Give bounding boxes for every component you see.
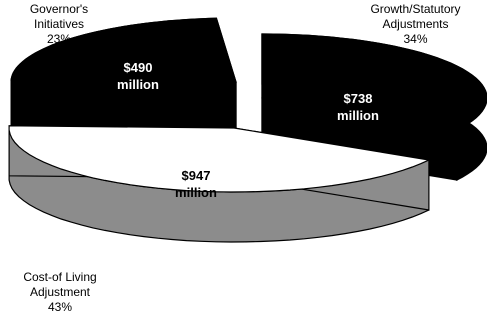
slice-amount: $490 [124,60,153,75]
pie-slice-top [8,125,431,193]
label-line: Cost-of Living [23,270,97,284]
slice-amount: $947 [182,168,211,183]
slice-amount: $738 [344,91,373,106]
label-cost-of-living: Cost-of Living Adjustment 43% [0,270,120,315]
label-percent: 34% [403,32,428,46]
label-percent: 43% [47,300,73,314]
pie-slice-top [261,33,487,131]
label-line: Governor's [29,2,89,16]
label-line: Adjustment [29,285,91,299]
slice-unit: million [117,77,159,92]
label-governors-initiatives: Governor's Initiatives 23% [4,2,114,47]
label-growth-statutory: Growth/Statutory Adjustments 34% [348,2,483,47]
label-percent: 23% [46,32,72,46]
pie-slice-top [10,17,237,83]
pie-slice [8,125,431,243]
label-line: Growth/Statutory [370,2,461,16]
pie-slices [8,17,487,243]
label-line: Initiatives [33,17,85,31]
slice-unit: million [337,108,379,123]
pie-slice [10,17,237,133]
label-line: Adjustments [382,17,449,31]
slice-unit: million [175,185,217,200]
slice-value-labels: $490 million $738 million $947 million [117,60,379,200]
